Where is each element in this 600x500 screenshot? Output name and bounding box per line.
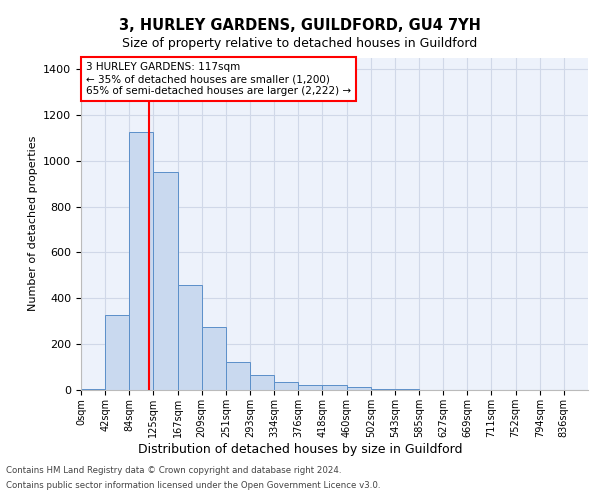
Bar (81, 389, 105, 390)
Bar (105, 316, 129, 390)
Text: Distribution of detached houses by size in Guildford: Distribution of detached houses by size … (138, 442, 462, 456)
Bar (274, 382, 298, 390)
Text: Size of property relative to detached houses in Guildford: Size of property relative to detached ho… (122, 38, 478, 51)
Text: 3 HURLEY GARDENS: 117sqm
← 35% of detached houses are smaller (1,200)
65% of sem: 3 HURLEY GARDENS: 117sqm ← 35% of detach… (86, 62, 351, 96)
Text: 3, HURLEY GARDENS, GUILDFORD, GU4 7YH: 3, HURLEY GARDENS, GUILDFORD, GU4 7YH (119, 18, 481, 32)
Bar (298, 386, 322, 390)
Text: Contains HM Land Registry data © Crown copyright and database right 2024.: Contains HM Land Registry data © Crown c… (6, 466, 341, 475)
Text: Contains public sector information licensed under the Open Government Licence v3: Contains public sector information licen… (6, 481, 380, 490)
Bar (202, 327, 226, 390)
Bar (129, 132, 154, 390)
Bar (371, 389, 395, 390)
Y-axis label: Number of detached properties: Number of detached properties (28, 136, 38, 312)
Bar (226, 362, 250, 390)
Bar (347, 387, 371, 390)
Bar (322, 386, 347, 390)
Bar (250, 375, 274, 390)
Bar (154, 172, 178, 390)
Bar (178, 284, 202, 390)
